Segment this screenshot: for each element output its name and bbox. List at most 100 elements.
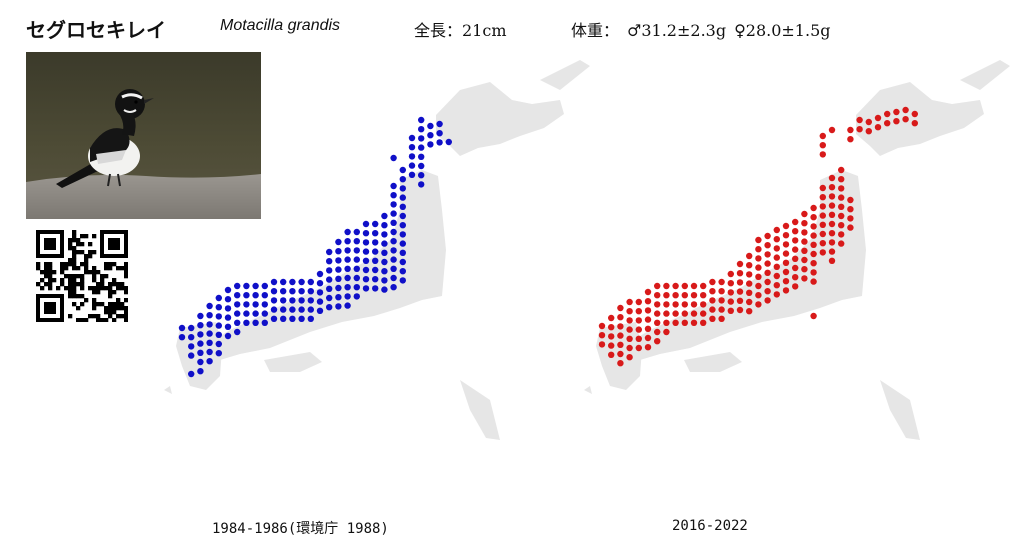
occurrence-dot	[408, 171, 416, 178]
occurrence-dot	[801, 247, 808, 254]
occurrence-dot	[847, 126, 854, 134]
occurrence-dot	[626, 298, 633, 306]
occurrence-dot	[344, 302, 351, 309]
occurrence-dot	[819, 184, 826, 192]
occurrence-dot	[690, 282, 698, 290]
occurrence-dot	[764, 251, 771, 258]
occurrence-dot	[874, 114, 882, 122]
occurrence-dot	[261, 301, 268, 308]
occurrence-dot	[188, 370, 195, 378]
occurrence-dot	[644, 325, 652, 332]
occurrence-dot	[197, 349, 204, 356]
occurrence-dot	[270, 278, 278, 286]
occurrence-dot	[298, 288, 305, 295]
occurrence-dot	[353, 293, 360, 300]
land-shape	[856, 82, 984, 156]
occurrence-dot	[335, 294, 342, 301]
occurrence-dot	[335, 284, 342, 292]
occurrence-dot	[764, 297, 771, 304]
occurrence-dot	[782, 259, 790, 266]
occurrence-dot	[838, 203, 845, 210]
occurrence-dot	[773, 245, 780, 252]
occurrence-dot	[234, 328, 241, 336]
occurrence-dot	[792, 274, 799, 281]
occurrence-dot	[372, 266, 379, 274]
occurrence-dot	[215, 294, 222, 302]
occurrence-dot	[206, 339, 213, 346]
occurrence-dot	[399, 203, 406, 210]
occurrence-dot	[746, 298, 753, 306]
occurrence-dot	[635, 298, 642, 306]
occurrence-dot	[617, 332, 624, 339]
occurrence-dot	[847, 196, 854, 204]
occurrence-dot	[353, 274, 360, 282]
occurrence-dot	[224, 296, 232, 303]
occurrence-dot	[316, 280, 324, 287]
occurrence-dot	[617, 341, 624, 348]
occurrence-dot	[617, 323, 624, 330]
occurrence-dot	[838, 231, 845, 238]
occurrence-dot	[801, 210, 808, 218]
occurrence-dot	[234, 282, 241, 290]
occurrence-dot	[755, 236, 762, 244]
occurrence-dot	[307, 315, 314, 322]
occurrence-dot	[810, 241, 817, 248]
occurrence-dot	[399, 166, 406, 174]
occurrence-dot	[298, 306, 305, 313]
occurrence-dot	[838, 212, 845, 220]
occurrence-dot	[372, 276, 379, 283]
occurrence-dot	[418, 153, 425, 160]
occurrence-dot	[298, 278, 305, 286]
occurrence-dot	[399, 277, 406, 284]
occurrence-dot	[261, 319, 268, 326]
occurrence-dot	[390, 182, 397, 190]
occurrence-dot	[224, 323, 232, 330]
occurrence-dot	[436, 139, 443, 146]
occurrence-dot	[608, 314, 615, 322]
occurrence-dot	[773, 291, 780, 298]
occurrence-dot	[828, 184, 836, 191]
land-shape	[176, 322, 222, 390]
occurrence-dot	[801, 275, 808, 282]
occurrence-dot	[810, 250, 817, 258]
occurrence-dot	[261, 282, 268, 290]
qr-code[interactable]	[36, 230, 129, 323]
occurrence-dot	[326, 258, 333, 265]
occurrence-dot	[326, 276, 333, 283]
occurrence-dot	[390, 265, 397, 272]
occurrence-dot	[261, 310, 268, 317]
occurrence-dot	[399, 240, 406, 247]
occurrence-dot	[427, 141, 434, 148]
occurrence-dot	[381, 258, 388, 266]
occurrence-dot	[390, 210, 397, 217]
occurrence-dot	[335, 238, 342, 246]
occurrence-dot	[773, 254, 780, 261]
occurrence-dot	[764, 260, 771, 267]
occurrence-dot	[828, 220, 836, 228]
occurrence-dot	[261, 292, 268, 299]
occurrence-dot	[188, 334, 195, 341]
occurrence-dot	[372, 285, 379, 292]
occurrence-dot	[243, 319, 250, 326]
occurrence-dot	[644, 288, 652, 296]
occurrence-dot	[316, 270, 324, 278]
occurrence-dot	[764, 232, 771, 240]
occurrence-dot	[663, 292, 670, 299]
occurrence-dot	[243, 282, 250, 290]
occurrence-dot	[828, 174, 836, 182]
occurrence-dot	[819, 142, 826, 149]
occurrence-dot	[188, 343, 195, 350]
occurrence-dot	[663, 310, 670, 317]
occurrence-dot	[672, 301, 679, 308]
occurrence-dot	[663, 282, 670, 290]
occurrence-dot	[810, 269, 817, 276]
occurrence-dot	[654, 292, 661, 299]
occurrence-dot	[289, 297, 296, 304]
occurrence-dot	[427, 132, 434, 139]
occurrence-dot	[819, 203, 826, 210]
land-shape	[204, 170, 446, 360]
occurrence-dot	[782, 250, 790, 257]
distribution-map-2016-2022	[580, 60, 1020, 520]
occurrence-dot	[197, 358, 204, 366]
occurrence-dot	[727, 298, 734, 305]
